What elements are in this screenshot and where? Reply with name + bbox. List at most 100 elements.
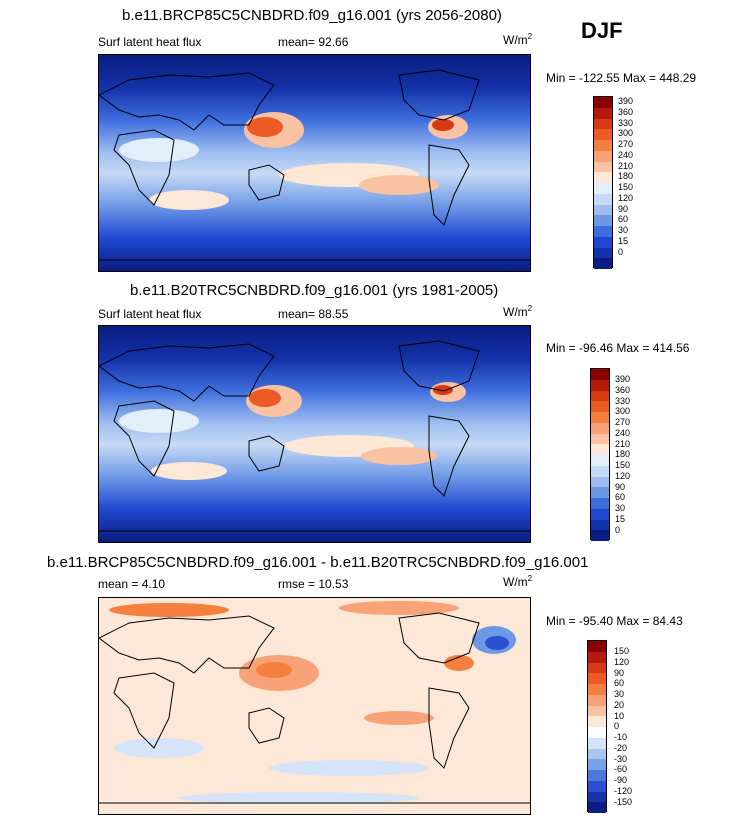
colorbar-swatch [594,204,612,216]
colorbar-swatch [591,390,609,402]
colorbar-tick-label: 240 [615,428,631,438]
colorbar-swatch [591,444,609,455]
colorbar-tick-label: 300 [618,128,634,138]
colorbar-swatch [591,369,609,380]
colorbar-swatch [588,662,606,674]
colorbar-tick-label: 360 [615,385,631,395]
colorbar-tick-label: 15 [618,236,629,246]
season-label: DJF [581,18,623,43]
colorbar-tick-label: -60 [614,764,628,774]
colorbar-tick-label: -20 [614,743,628,753]
panel-present-variable-label: Surf latent heat flux [98,307,202,321]
panel-future-title: b.e11.BRCP85C5CNBDRD.f09_g16.001 (yrs 20… [122,7,502,24]
colorbar-tick-label: -150 [614,797,633,807]
colorbar-swatch [594,193,612,205]
colorbar-swatch [594,118,612,130]
colorbar-tick-label: 270 [618,139,634,149]
colorbar-tick-label: -10 [614,732,628,742]
colorbar-tick-label: 210 [618,161,634,171]
colorbar-swatch [588,791,606,803]
panel-difference-map [98,597,531,815]
colorbar-tick-label: 90 [618,204,629,214]
colorbar-tick-label: 30 [618,225,629,235]
present-flux-map [99,326,530,542]
panel-present-minmax: Min = -96.46 Max = 414.56 [546,341,690,355]
colorbar-tick-label: 120 [618,193,634,203]
panel-present-units: W/m2 [503,304,533,319]
panel-future-colorbar [593,96,613,269]
colorbar-tick-label: 330 [618,118,634,128]
panel-present-colorbar [590,368,610,541]
colorbar-tick-label: 150 [614,646,630,656]
colorbar-swatch [588,705,606,717]
colorbar-tick-label: 0 [614,721,620,731]
colorbar-swatch [588,802,606,813]
colorbar-swatch [591,401,609,412]
colorbar-tick-label: 90 [614,668,625,678]
colorbar-swatch [588,727,606,738]
colorbar-swatch [588,716,606,727]
colorbar-tick-label: 390 [618,96,634,106]
colorbar-tick-label: 0 [615,525,621,535]
panel-difference-colorbar [587,640,607,813]
colorbar-swatch [594,140,612,151]
colorbar-swatch [588,748,606,760]
colorbar-tick-label: 10 [614,711,625,721]
colorbar-swatch [591,487,609,498]
colorbar-swatch [588,759,606,770]
colorbar-swatch [594,236,612,248]
colorbar-tick-label: 180 [615,449,631,459]
colorbar-swatch [594,258,612,269]
panel-difference-rmse: rmse = 10.53 [278,577,349,591]
colorbar-tick-label: 0 [618,247,624,257]
colorbar-tick-label: 240 [618,150,634,160]
colorbar-tick-label: 60 [618,214,629,224]
colorbar-swatch [591,530,609,541]
panel-future-units: W/m2 [503,32,533,47]
difference-flux-map [99,598,530,814]
colorbar-tick-label: 120 [615,471,631,481]
panel-difference-title: b.e11.BRCP85C5CNBDRD.f09_g16.001 - b.e11… [47,554,589,571]
colorbar-swatch [588,770,606,781]
colorbar-tick-label: 120 [614,657,630,667]
colorbar-tick-label: 60 [614,678,625,688]
colorbar-swatch [591,476,609,488]
colorbar-swatch [588,780,606,792]
colorbar-swatch [591,498,609,509]
colorbar-swatch [588,673,606,684]
colorbar-tick-label: 360 [618,107,634,117]
colorbar-swatch [594,226,612,237]
colorbar-swatch [591,379,609,391]
panel-present-title: b.e11.B20TRC5CNBDRD.f09_g16.001 (yrs 198… [130,282,499,299]
colorbar-tick-label: 150 [615,460,631,470]
colorbar-tick-label: -30 [614,754,628,764]
panel-difference-mean: mean = 4.10 [98,577,166,591]
panel-present-mean: mean= 88.55 [278,307,349,321]
colorbar-tick-label: 180 [618,171,634,181]
colorbar-tick-label: 20 [614,700,625,710]
panel-future-mean: mean= 92.66 [278,35,349,49]
colorbar-swatch [591,433,609,445]
panel-future-variable-label: Surf latent heat flux [98,35,202,49]
colorbar-swatch [594,129,612,140]
colorbar-tick-label: 330 [615,396,631,406]
colorbar-tick-label: -120 [614,786,633,796]
colorbar-tick-label: 30 [614,689,625,699]
colorbar-swatch [594,247,612,259]
colorbar-swatch [594,107,612,119]
colorbar-swatch [591,412,609,423]
colorbar-tick-label: 60 [615,492,626,502]
colorbar-swatch [588,684,606,695]
colorbar-tick-label: 150 [618,182,634,192]
colorbar-tick-label: 15 [615,514,626,524]
panel-future-minmax: Min = -122.55 Max = 448.29 [546,71,697,85]
panel-future-map [98,54,531,272]
colorbar-swatch [591,519,609,531]
panel-difference-minmax: Min = -95.40 Max = 84.43 [546,614,683,628]
panel-difference-units: W/m2 [503,574,533,589]
colorbar-swatch [594,150,612,162]
colorbar-swatch [588,641,606,652]
colorbar-swatch [594,161,612,173]
colorbar-swatch [588,737,606,749]
colorbar-swatch [588,651,606,663]
